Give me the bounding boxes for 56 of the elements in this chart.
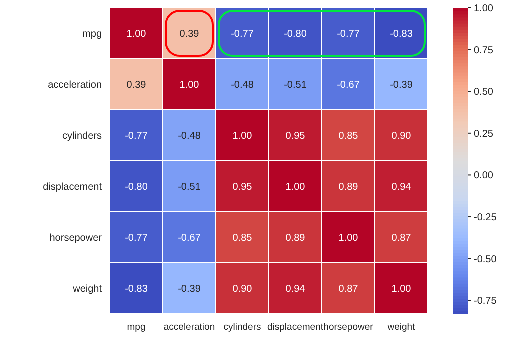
data-label: 0.39 [126, 80, 147, 91]
data-label: -0.77 [231, 29, 254, 40]
data-label: 1.00 [232, 131, 253, 142]
data-label: -0.77 [337, 29, 360, 40]
data-label: -0.83 [125, 284, 148, 295]
color-bar-label: -0.25 [474, 212, 498, 224]
y-tick-label: horsepower [50, 233, 103, 244]
x-tick-label: weight [386, 322, 416, 333]
data-label: 0.85 [232, 233, 253, 244]
y-tick-label: mpg [82, 29, 102, 40]
data-label: -0.67 [178, 233, 202, 244]
data-label: -0.39 [390, 80, 414, 91]
x-tick-label: cylinders [224, 322, 262, 333]
y-tick-label: acceleration [48, 80, 102, 91]
color-bar-label: 0.00 [474, 170, 494, 182]
data-label: 1.00 [286, 182, 306, 193]
color-bar-label: -0.50 [474, 254, 498, 266]
x-tick-label: displacement [268, 322, 324, 333]
color-bar-label: 0.75 [474, 45, 494, 56]
color-bar-label: -0.75 [474, 296, 498, 308]
color-bar-label: 0.25 [474, 128, 494, 140]
data-label: -0.39 [178, 284, 202, 295]
x-tick-label: horsepower [324, 322, 374, 333]
data-label: 0.94 [392, 182, 412, 193]
data-label: -0.77 [125, 233, 148, 244]
data-label: 1.00 [338, 233, 359, 244]
data-label: 0.94 [286, 284, 306, 295]
data-label: 0.95 [286, 131, 306, 142]
data-label: 1.00 [126, 29, 147, 40]
data-label: 0.89 [338, 182, 359, 193]
data-label: -0.51 [178, 182, 202, 193]
data-label: 0.95 [232, 182, 253, 193]
y-tick-label: weight [72, 284, 102, 295]
data-label: 0.39 [180, 29, 200, 40]
data-label: 0.87 [338, 284, 359, 295]
data-label: -0.51 [284, 80, 308, 91]
data-label: 1.00 [180, 80, 200, 91]
data-label: 0.89 [286, 233, 306, 244]
data-label: -0.48 [178, 131, 202, 142]
data-label: -0.48 [231, 80, 254, 91]
data-label: -0.67 [337, 80, 360, 91]
y-tick-label: cylinders [62, 131, 102, 142]
y-tick-label: displacement [43, 182, 102, 193]
data-label: 0.90 [232, 284, 253, 295]
color-bar-label: 0.50 [474, 87, 494, 98]
data-label: 0.90 [392, 131, 412, 142]
data-label: 1.00 [392, 284, 412, 295]
data-label: -0.77 [125, 131, 148, 142]
data-label: -0.80 [125, 182, 148, 193]
data-label: 0.85 [338, 131, 359, 142]
data-label: 0.87 [392, 233, 412, 244]
data-label: -0.83 [390, 29, 414, 40]
color-bar-label: 1.00 [474, 4, 494, 14]
x-tick-label: acceleration [164, 322, 216, 333]
x-tick-label: mpg [127, 322, 146, 333]
data-label: -0.80 [284, 29, 308, 40]
